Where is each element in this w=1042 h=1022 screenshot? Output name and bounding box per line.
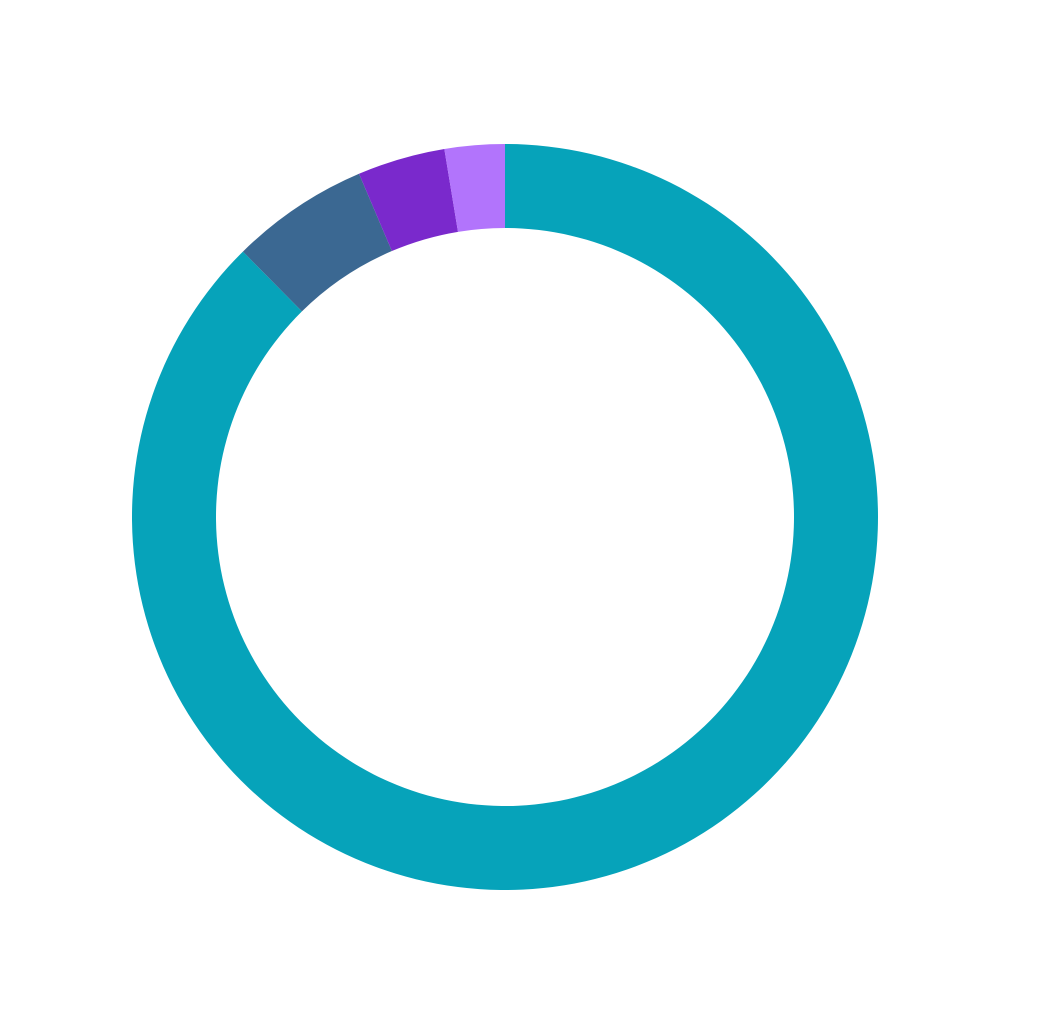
donut-slice-3 [359, 148, 458, 252]
donut-slices [131, 144, 879, 890]
donut-slice-2 [242, 173, 392, 312]
donut-slice-1 [131, 144, 879, 890]
donut-slice-4 [444, 144, 505, 232]
